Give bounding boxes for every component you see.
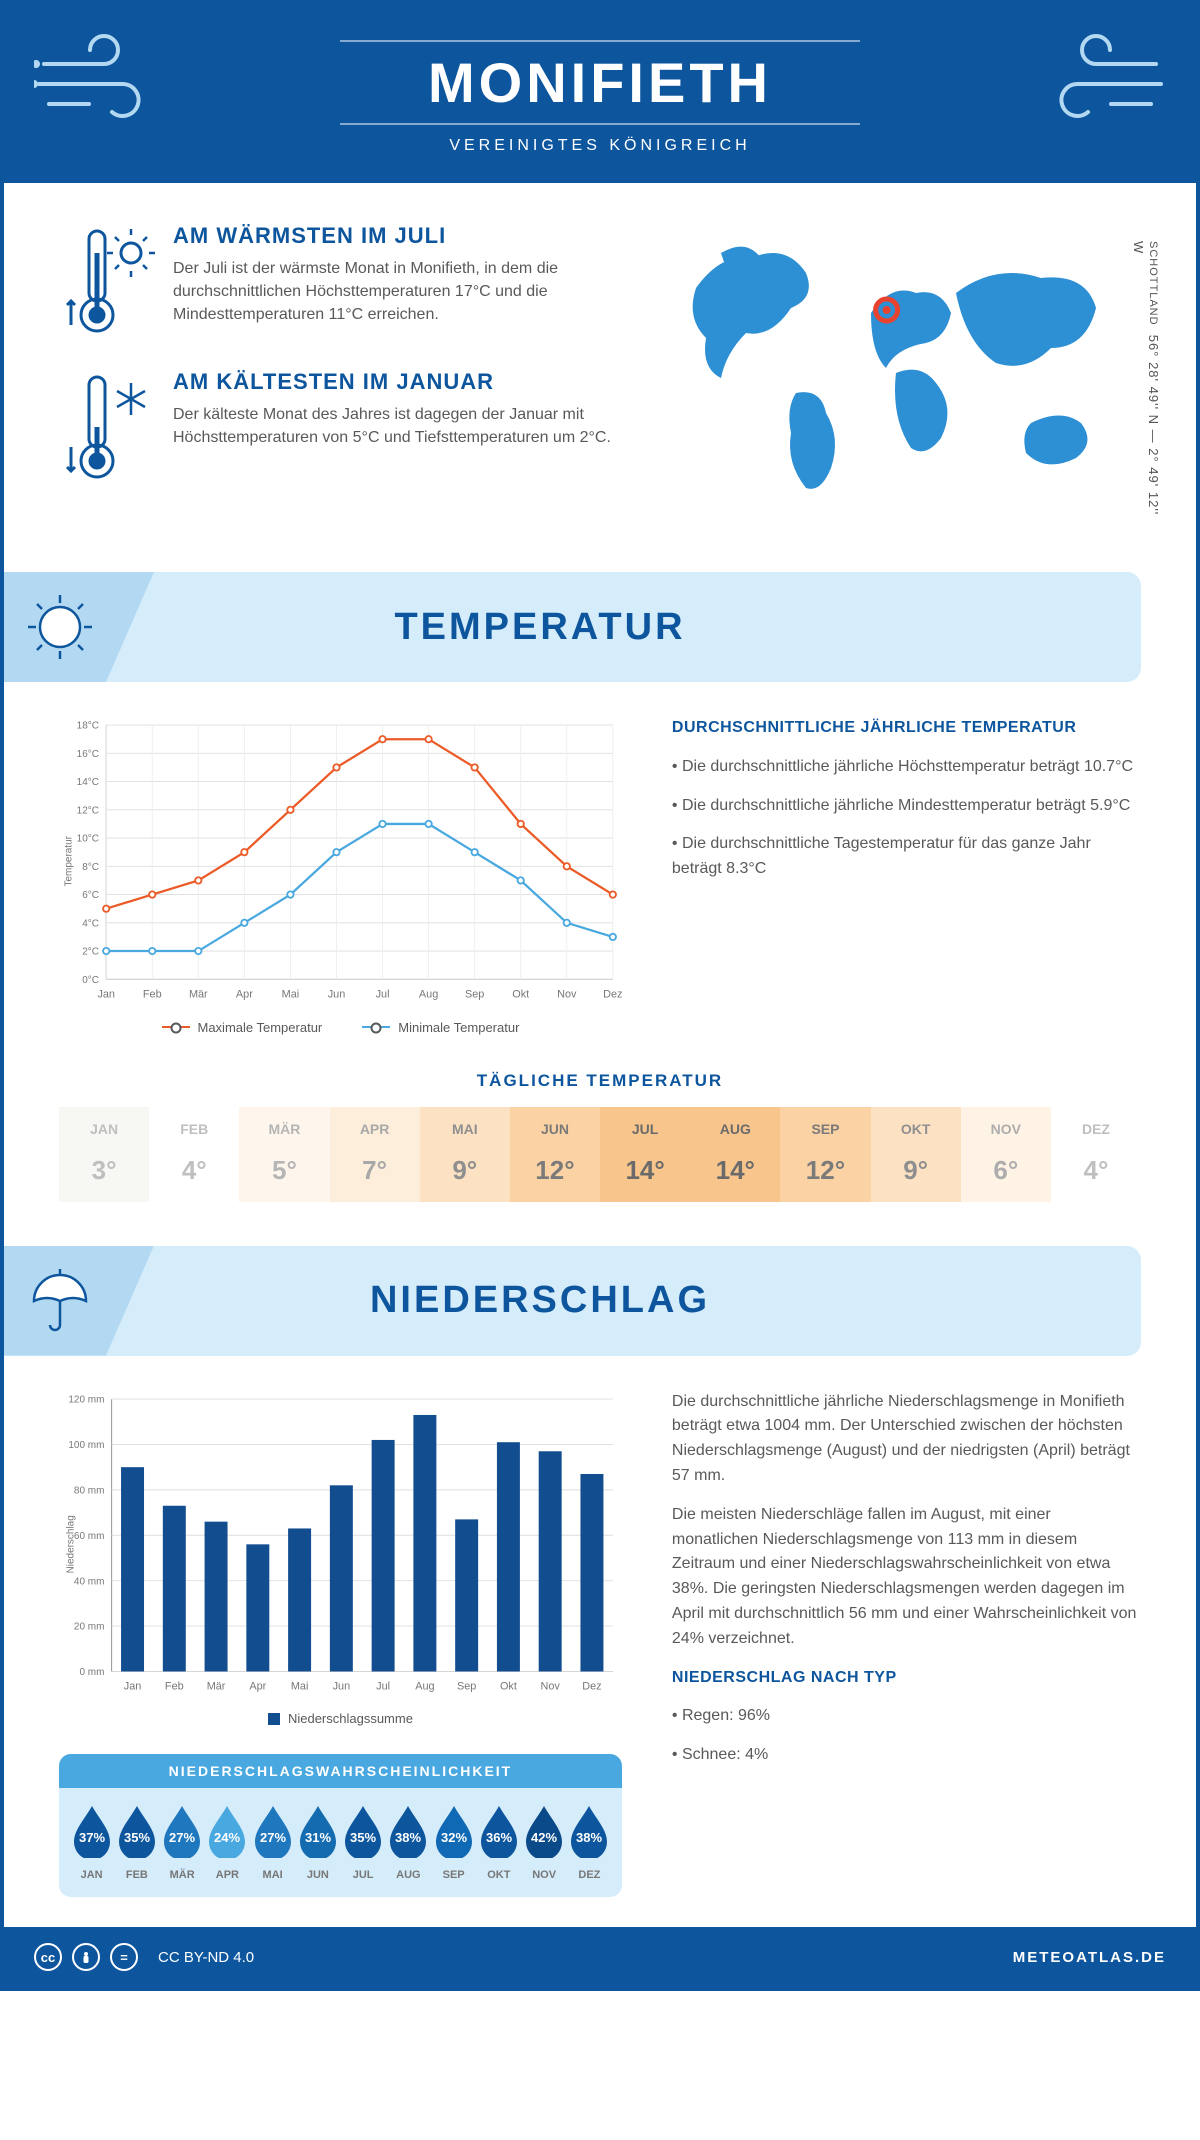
svg-text:Mär: Mär — [207, 1680, 226, 1692]
rain-p1: Die durchschnittliche jährliche Niedersc… — [672, 1390, 1141, 1489]
svg-text:Jun: Jun — [328, 988, 346, 1000]
daily-temp-title: TÄGLICHE TEMPERATUR — [59, 1071, 1141, 1091]
svg-text:35%: 35% — [124, 1830, 150, 1845]
footer: cc = CC BY-ND 4.0 METEOATLAS.DE — [4, 1927, 1196, 1987]
country-subtitle: VEREINIGTES KÖNIGREICH — [34, 137, 1166, 155]
thermometer-cold-icon — [59, 369, 155, 489]
thermometer-hot-icon — [59, 223, 155, 343]
cc-icon: cc — [34, 1943, 62, 1971]
svg-text:Aug: Aug — [419, 988, 438, 1000]
svg-text:12°C: 12°C — [77, 805, 99, 816]
rain-legend: Niederschlagssumme — [59, 1711, 622, 1726]
svg-text:14°C: 14°C — [77, 777, 99, 788]
svg-text:40 mm: 40 mm — [74, 1576, 104, 1587]
warm-text: Der Juli ist der wärmste Monat in Monifi… — [173, 257, 631, 327]
svg-text:Mai: Mai — [282, 988, 300, 1000]
svg-text:42%: 42% — [531, 1830, 557, 1845]
svg-text:38%: 38% — [576, 1830, 602, 1845]
by-icon — [72, 1943, 100, 1971]
svg-text:Dez: Dez — [582, 1680, 601, 1692]
nd-icon: = — [110, 1943, 138, 1971]
license-text: CC BY-ND 4.0 — [158, 1949, 254, 1966]
svg-text:Jul: Jul — [376, 988, 390, 1000]
svg-text:Okt: Okt — [512, 988, 529, 1000]
svg-text:Mai: Mai — [291, 1680, 309, 1692]
svg-text:37%: 37% — [79, 1830, 105, 1845]
svg-text:Jun: Jun — [333, 1680, 351, 1692]
temperature-line-chart: 0°C 2°C 4°C 6°C 8°C 10°C 12°C 14°C 16°C 18°C Jan Fe… — [59, 716, 622, 1007]
svg-text:100 mm: 100 mm — [68, 1440, 104, 1451]
daily-temp-strip: JAN3°FEB4°MÄR5°APR7°MAI9°JUN12°JUL14°AUG… — [59, 1107, 1141, 1202]
wind-icon — [34, 34, 154, 134]
svg-text:38%: 38% — [395, 1830, 421, 1845]
umbrella-icon — [24, 1265, 96, 1337]
svg-text:Jan: Jan — [124, 1680, 142, 1692]
svg-text:27%: 27% — [169, 1830, 195, 1845]
world-map: SCHOTTLAND 56° 28' 49'' N — 2° 49' 12'' … — [661, 223, 1141, 528]
svg-text:0 mm: 0 mm — [79, 1667, 104, 1678]
svg-text:8°C: 8°C — [82, 862, 99, 873]
header: MONIFIETH VEREINIGTES KÖNIGREICH — [4, 4, 1196, 183]
cold-text: Der kälteste Monat des Jahres ist dagege… — [173, 403, 631, 449]
temp-b1: • Die durchschnittliche jährliche Höchst… — [672, 755, 1141, 780]
rain-p2: Die meisten Niederschläge fallen im Augu… — [672, 1503, 1141, 1652]
svg-text:18°C: 18°C — [77, 721, 99, 732]
svg-text:0°C: 0°C — [82, 975, 99, 986]
svg-text:36%: 36% — [486, 1830, 512, 1845]
precip-probability-box: NIEDERSCHLAGSWAHRSCHEINLICHKEIT 37%JAN35… — [59, 1754, 622, 1897]
svg-text:Feb: Feb — [143, 988, 162, 1000]
svg-text:Nov: Nov — [541, 1680, 561, 1692]
wind-icon — [1046, 34, 1166, 134]
svg-text:Aug: Aug — [415, 1680, 434, 1692]
svg-text:Temperatur: Temperatur — [64, 835, 75, 886]
section-header-temp: TEMPERATUR — [4, 572, 1141, 682]
svg-text:Sep: Sep — [465, 988, 484, 1000]
svg-text:Jan: Jan — [97, 988, 115, 1000]
rain-type-title: NIEDERSCHLAG NACH TYP — [672, 1666, 1141, 1691]
svg-text:Nov: Nov — [557, 988, 577, 1000]
svg-text:35%: 35% — [350, 1830, 376, 1845]
site-name: METEOATLAS.DE — [1013, 1949, 1166, 1966]
svg-text:31%: 31% — [305, 1830, 331, 1845]
svg-text:Okt: Okt — [500, 1680, 517, 1692]
temp-b2: • Die durchschnittliche jährliche Mindes… — [672, 794, 1141, 819]
svg-text:Apr: Apr — [236, 988, 253, 1000]
svg-text:80 mm: 80 mm — [74, 1485, 104, 1496]
svg-text:Feb: Feb — [165, 1680, 184, 1692]
svg-text:120 mm: 120 mm — [68, 1394, 104, 1405]
svg-text:27%: 27% — [260, 1830, 286, 1845]
warmest-block: AM WÄRMSTEN IM JULI Der Juli ist der wär… — [59, 223, 631, 343]
svg-text:2°C: 2°C — [82, 947, 99, 958]
rain-t2: • Schnee: 4% — [672, 1743, 1141, 1768]
coldest-block: AM KÄLTESTEN IM JANUAR Der kälteste Mona… — [59, 369, 631, 489]
sun-icon — [24, 591, 96, 663]
svg-text:60 mm: 60 mm — [74, 1530, 104, 1541]
cold-title: AM KÄLTESTEN IM JANUAR — [173, 369, 631, 395]
svg-text:32%: 32% — [441, 1830, 467, 1845]
svg-text:Apr: Apr — [249, 1680, 266, 1692]
svg-text:20 mm: 20 mm — [74, 1621, 104, 1632]
svg-text:16°C: 16°C — [77, 749, 99, 760]
coordinates: SCHOTTLAND 56° 28' 49'' N — 2° 49' 12'' … — [1131, 241, 1161, 528]
svg-text:Dez: Dez — [603, 988, 622, 1000]
svg-text:Jul: Jul — [376, 1680, 390, 1692]
svg-text:6°C: 6°C — [82, 890, 99, 901]
svg-text:Sep: Sep — [457, 1680, 476, 1692]
svg-text:24%: 24% — [214, 1830, 240, 1845]
temp-legend: Maximale Temperatur Minimale Temperatur — [59, 1020, 622, 1035]
temp-b3: • Die durchschnittliche Tagestemperatur … — [672, 832, 1141, 882]
svg-text:Niederschlag: Niederschlag — [66, 1515, 77, 1573]
warm-title: AM WÄRMSTEN IM JULI — [173, 223, 631, 249]
precipitation-bar-chart: 0 mm 20 mm 40 mm 60 mm 80 mm 100 mm 120 mm Jan F… — [59, 1390, 622, 1699]
rain-t1: • Regen: 96% — [672, 1704, 1141, 1729]
section-header-rain: NIEDERSCHLAG — [4, 1246, 1141, 1356]
svg-text:4°C: 4°C — [82, 918, 99, 929]
svg-text:10°C: 10°C — [77, 834, 99, 845]
city-title: MONIFIETH — [340, 40, 860, 125]
svg-text:Mär: Mär — [189, 988, 208, 1000]
temp-info-title: DURCHSCHNITTLICHE JÄHRLICHE TEMPERATUR — [672, 716, 1141, 741]
